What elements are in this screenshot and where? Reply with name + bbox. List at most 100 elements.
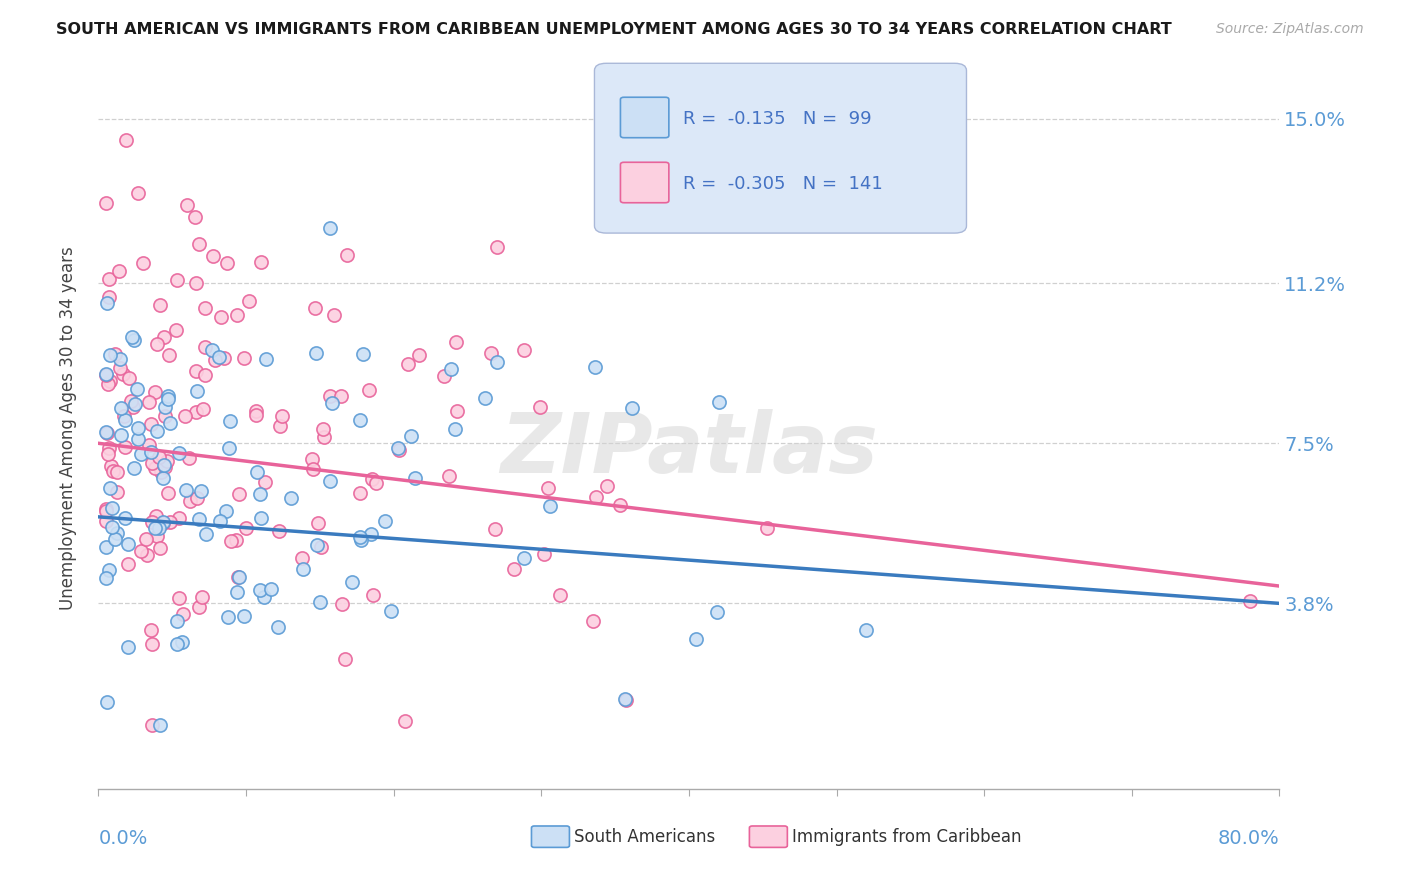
Point xyxy=(98,348,121,362)
Point xyxy=(225,533,247,547)
Point xyxy=(98,374,121,388)
Point xyxy=(361,472,384,486)
Point xyxy=(235,521,257,535)
Point xyxy=(159,515,181,529)
Point xyxy=(756,521,779,535)
Point xyxy=(194,368,217,382)
Point xyxy=(170,635,193,649)
Point xyxy=(110,428,132,442)
Point xyxy=(157,389,180,403)
Point xyxy=(444,335,467,350)
Point xyxy=(360,527,382,541)
Point xyxy=(152,471,174,485)
Point xyxy=(1239,594,1261,608)
Point xyxy=(301,452,323,467)
Point xyxy=(100,458,122,473)
Point xyxy=(143,521,166,535)
Point xyxy=(319,389,342,403)
Point xyxy=(166,614,188,628)
Point xyxy=(159,417,181,431)
Point xyxy=(387,442,409,456)
Point xyxy=(186,491,208,505)
Point xyxy=(157,348,180,362)
Point xyxy=(94,571,117,585)
Point xyxy=(215,255,238,269)
Text: R =  -0.135   N =  99: R = -0.135 N = 99 xyxy=(683,110,872,128)
Point xyxy=(105,525,128,540)
Point xyxy=(124,461,146,475)
Point xyxy=(321,396,343,410)
Point xyxy=(249,486,271,500)
Point xyxy=(149,465,172,479)
Point xyxy=(120,394,142,409)
Point xyxy=(157,486,180,500)
Point xyxy=(174,483,197,497)
Point xyxy=(209,310,232,324)
Point xyxy=(217,609,239,624)
Point xyxy=(179,493,201,508)
Point xyxy=(218,441,240,455)
Point xyxy=(121,329,143,343)
Point xyxy=(267,620,290,634)
Point xyxy=(98,481,121,495)
Point xyxy=(94,196,117,211)
Point xyxy=(167,510,190,524)
Point xyxy=(114,413,136,427)
Point xyxy=(105,466,128,480)
Point xyxy=(97,290,120,304)
Point xyxy=(408,348,430,362)
Point xyxy=(366,476,388,491)
Point xyxy=(582,614,605,628)
Point xyxy=(536,481,558,495)
Point xyxy=(127,186,149,201)
Point xyxy=(121,401,143,415)
Point xyxy=(117,557,139,571)
Point xyxy=(153,459,176,474)
Point xyxy=(96,695,118,709)
Point xyxy=(474,391,496,405)
Point xyxy=(184,405,207,419)
Point xyxy=(446,403,468,417)
Text: Source: ZipAtlas.com: Source: ZipAtlas.com xyxy=(1216,22,1364,37)
Point xyxy=(614,692,637,706)
Point xyxy=(548,588,571,602)
Point xyxy=(208,514,231,528)
Point xyxy=(307,516,329,531)
Point xyxy=(177,450,200,465)
Point xyxy=(167,446,190,460)
Point xyxy=(609,499,631,513)
Point xyxy=(127,432,149,446)
Point xyxy=(141,717,163,731)
Point xyxy=(484,522,506,536)
Point xyxy=(538,500,561,514)
Point xyxy=(312,422,335,436)
Point xyxy=(153,458,176,472)
Point xyxy=(291,551,314,566)
Point xyxy=(269,419,291,434)
Text: Immigrants from Caribbean: Immigrants from Caribbean xyxy=(792,828,1021,846)
Point xyxy=(124,397,146,411)
Point xyxy=(349,533,371,548)
Point xyxy=(330,597,353,611)
Point xyxy=(486,355,509,369)
Point xyxy=(149,717,172,731)
Point xyxy=(225,308,247,322)
Point xyxy=(149,298,172,312)
Point xyxy=(394,714,416,729)
Point xyxy=(97,447,120,461)
Point xyxy=(141,515,163,529)
Point xyxy=(583,360,606,375)
Point xyxy=(399,429,422,443)
Point xyxy=(404,471,426,485)
Text: SOUTH AMERICAN VS IMMIGRANTS FROM CARIBBEAN UNEMPLOYMENT AMONG AGES 30 TO 34 YEA: SOUTH AMERICAN VS IMMIGRANTS FROM CARIBB… xyxy=(56,22,1173,37)
Point xyxy=(129,447,152,461)
Point xyxy=(361,588,384,602)
Point xyxy=(108,360,131,375)
Point xyxy=(191,402,214,417)
Point xyxy=(104,347,127,361)
Point xyxy=(105,484,128,499)
Point xyxy=(245,404,267,418)
Point xyxy=(432,368,454,383)
Point xyxy=(94,540,117,554)
Point xyxy=(260,582,283,597)
